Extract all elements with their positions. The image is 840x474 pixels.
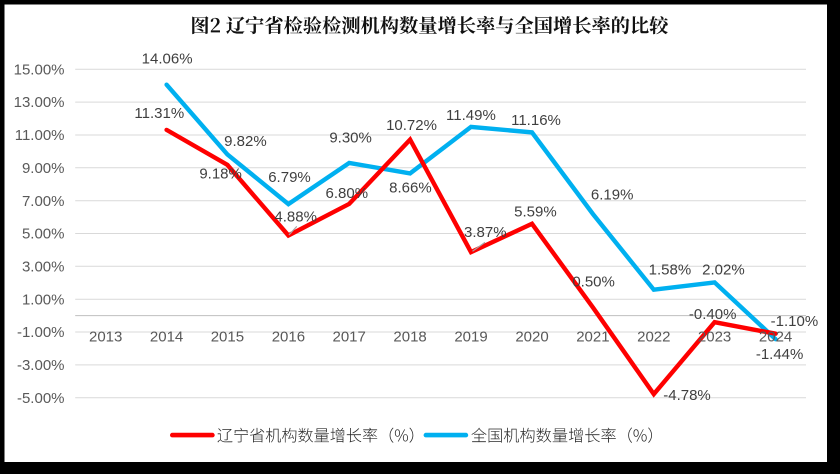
svg-text:2020: 2020: [515, 329, 548, 346]
svg-text:11.31%: 11.31%: [134, 105, 184, 122]
svg-text:13.00%: 13.00%: [14, 94, 65, 111]
svg-text:6.19%: 6.19%: [591, 187, 634, 204]
svg-text:2.02%: 2.02%: [702, 261, 745, 278]
svg-text:1.00%: 1.00%: [22, 291, 65, 308]
svg-text:2015: 2015: [211, 329, 244, 346]
svg-text:0.50%: 0.50%: [572, 273, 615, 290]
svg-text:14.06%: 14.06%: [142, 51, 193, 68]
svg-text:2016: 2016: [272, 329, 305, 346]
svg-text:9.00%: 9.00%: [22, 160, 65, 177]
svg-text:5.59%: 5.59%: [514, 204, 557, 221]
svg-text:9.30%: 9.30%: [329, 129, 372, 146]
svg-text:9.82%: 9.82%: [224, 133, 267, 150]
svg-text:15.00%: 15.00%: [14, 61, 65, 78]
svg-text:11.16%: 11.16%: [511, 112, 561, 129]
svg-text:-1.44%: -1.44%: [756, 346, 804, 363]
svg-text:8.66%: 8.66%: [389, 180, 432, 197]
svg-text:6.80%: 6.80%: [326, 185, 369, 202]
svg-text:-1.00%: -1.00%: [17, 324, 65, 341]
svg-text:2017: 2017: [333, 329, 366, 346]
svg-text:2024: 2024: [759, 329, 792, 346]
svg-text:2013: 2013: [89, 329, 122, 346]
svg-text:-3.00%: -3.00%: [17, 357, 65, 374]
svg-text:6.79%: 6.79%: [268, 169, 311, 186]
svg-text:3.87%: 3.87%: [464, 224, 507, 241]
svg-text:-1.10%: -1.10%: [771, 313, 819, 330]
svg-text:11.49%: 11.49%: [446, 107, 496, 124]
svg-text:9.18%: 9.18%: [199, 166, 242, 183]
svg-text:1.58%: 1.58%: [649, 261, 692, 278]
svg-text:11.00%: 11.00%: [15, 127, 65, 144]
svg-text:-0.40%: -0.40%: [689, 306, 737, 323]
svg-text:5.00%: 5.00%: [22, 226, 65, 243]
svg-text:3.00%: 3.00%: [22, 258, 65, 275]
svg-text:2018: 2018: [393, 329, 426, 346]
svg-text:4.88%: 4.88%: [274, 208, 317, 225]
svg-text:2019: 2019: [454, 329, 487, 346]
svg-text:7.00%: 7.00%: [22, 193, 65, 210]
svg-text:2014: 2014: [150, 329, 183, 346]
svg-text:10.72%: 10.72%: [386, 117, 437, 134]
svg-text:2022: 2022: [637, 329, 670, 346]
svg-text:2023: 2023: [698, 329, 731, 346]
svg-text:2021: 2021: [576, 329, 609, 346]
svg-text:-4.78%: -4.78%: [663, 387, 711, 404]
svg-text:-5.00%: -5.00%: [17, 390, 65, 407]
